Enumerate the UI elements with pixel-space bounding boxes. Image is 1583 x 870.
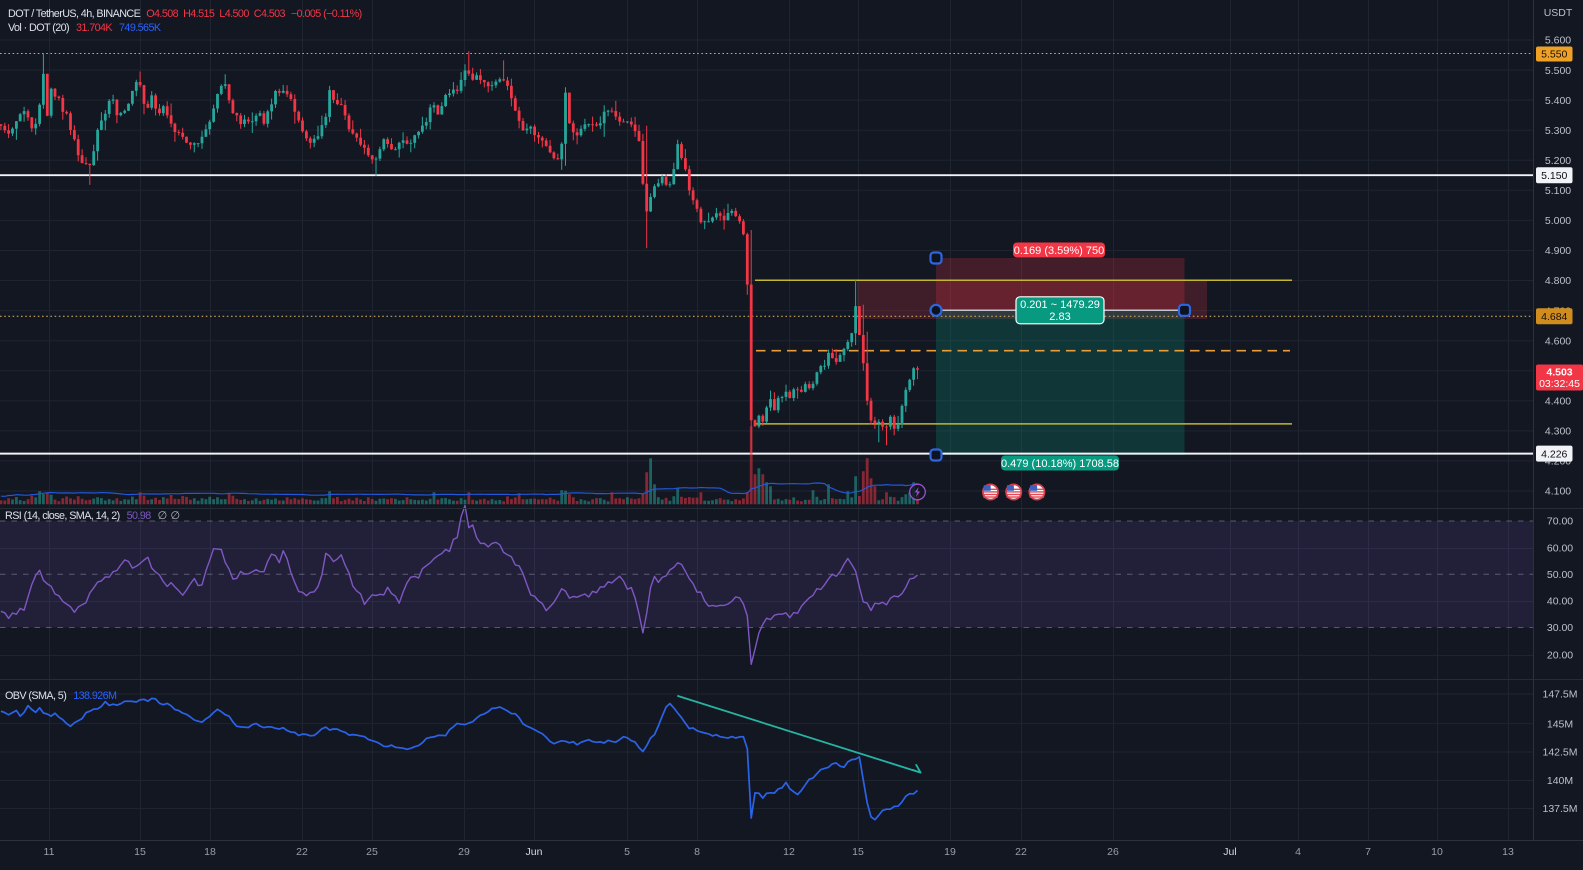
svg-text:5.200: 5.200 — [1545, 155, 1571, 167]
svg-text:10: 10 — [1431, 846, 1443, 858]
svg-text:4.800: 4.800 — [1545, 275, 1571, 287]
svg-text:4.900: 4.900 — [1545, 245, 1571, 257]
svg-text:5.000: 5.000 — [1545, 215, 1571, 227]
svg-text:22: 22 — [1015, 846, 1027, 858]
svg-text:Jul: Jul — [1223, 846, 1236, 858]
svg-text:RSI (14, close, SMA, 14, 2)50.: RSI (14, close, SMA, 14, 2) 50.98 ∅ ∅ — [5, 510, 179, 522]
svg-text:147.5M: 147.5M — [1542, 689, 1577, 701]
svg-text:22: 22 — [296, 846, 308, 858]
svg-text:15: 15 — [852, 846, 864, 858]
svg-text:5: 5 — [624, 846, 630, 858]
svg-text:5.300: 5.300 — [1545, 125, 1571, 137]
svg-text:4.100: 4.100 — [1545, 486, 1571, 498]
svg-text:0.169 (3.59%) 750: 0.169 (3.59%) 750 — [1014, 245, 1105, 257]
svg-text:2.83: 2.83 — [1049, 311, 1070, 323]
svg-text:5.400: 5.400 — [1545, 95, 1571, 107]
svg-text:5.550: 5.550 — [1541, 49, 1567, 61]
svg-text:145M: 145M — [1547, 718, 1573, 730]
svg-text:140M: 140M — [1547, 775, 1573, 787]
svg-text:50.00: 50.00 — [1547, 569, 1573, 581]
svg-text:0.479 (10.18%) 1708.58: 0.479 (10.18%) 1708.58 — [1001, 458, 1119, 470]
svg-text:USDT: USDT — [1544, 7, 1573, 19]
svg-text:5.600: 5.600 — [1545, 35, 1571, 47]
svg-text:19: 19 — [944, 846, 956, 858]
svg-text:5.500: 5.500 — [1545, 65, 1571, 77]
svg-text:70.00: 70.00 — [1547, 516, 1573, 528]
svg-text:03:32:45: 03:32:45 — [1539, 378, 1580, 390]
svg-text:15: 15 — [134, 846, 146, 858]
svg-text:137.5M: 137.5M — [1542, 803, 1577, 815]
svg-text:20.00: 20.00 — [1547, 650, 1573, 662]
svg-text:OBV (SMA, 5)138.926M: OBV (SMA, 5) 138.926M — [5, 690, 117, 702]
svg-text:11: 11 — [44, 846, 55, 858]
svg-text:7: 7 — [1365, 846, 1371, 858]
svg-text:60.00: 60.00 — [1547, 543, 1573, 555]
svg-text:29: 29 — [458, 846, 470, 858]
svg-text:26: 26 — [1107, 846, 1119, 858]
svg-text:40.00: 40.00 — [1547, 596, 1573, 608]
svg-text:8: 8 — [694, 846, 700, 858]
svg-text:5.100: 5.100 — [1545, 185, 1571, 197]
svg-text:13: 13 — [1502, 846, 1514, 858]
svg-text:4.226: 4.226 — [1541, 448, 1567, 460]
svg-text:142.5M: 142.5M — [1542, 747, 1577, 759]
svg-text:Jun: Jun — [526, 846, 543, 858]
svg-text:4.503: 4.503 — [1546, 367, 1572, 379]
svg-text:4.684: 4.684 — [1541, 311, 1567, 323]
svg-text:18: 18 — [204, 846, 216, 858]
svg-text:4.300: 4.300 — [1545, 426, 1571, 438]
svg-text:4.400: 4.400 — [1545, 396, 1571, 408]
svg-text:12: 12 — [783, 846, 795, 858]
svg-text:4.600: 4.600 — [1545, 335, 1571, 347]
svg-text:30.00: 30.00 — [1547, 622, 1573, 634]
svg-text:25: 25 — [366, 846, 378, 858]
svg-text:0.201 ~ 1479.29: 0.201 ~ 1479.29 — [1020, 299, 1100, 311]
svg-text:4: 4 — [1295, 846, 1301, 858]
svg-text:5.150: 5.150 — [1541, 170, 1567, 182]
